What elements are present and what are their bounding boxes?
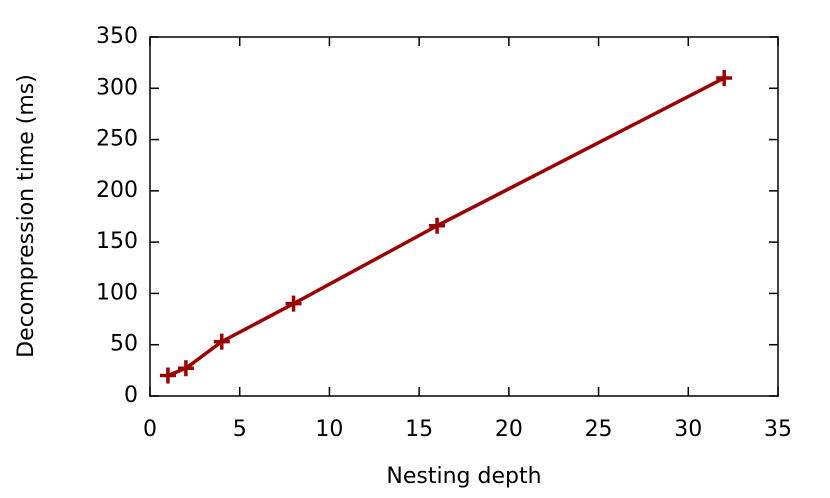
y-axis-label: Decompression time (ms) [14,74,39,358]
data-point [177,360,194,377]
y-tick-label: 100 [96,280,138,305]
x-axis-label: Nesting depth [386,464,541,489]
y-tick-label: 300 [96,75,138,100]
data-point [285,295,302,312]
data-point [716,70,733,87]
x-tick-label: 20 [495,417,523,442]
x-tick-label: 35 [764,417,792,442]
data-point [213,333,230,350]
x-tick-label: 25 [585,417,613,442]
y-tick-label: 50 [110,332,138,357]
x-tick-label: 15 [405,417,433,442]
data-point [159,367,176,384]
y-tick-label: 150 [96,229,138,254]
y-tick-label: 200 [96,178,138,203]
data-line [167,76,725,378]
plot-frame [149,36,779,397]
x-tick-label: 5 [233,417,247,442]
x-tick-label: 10 [315,417,343,442]
x-tick-label: 0 [143,417,157,442]
y-tick-label: 350 [96,24,138,49]
y-tick-label: 0 [124,383,138,408]
y-tick-label: 250 [96,127,138,152]
data-point [429,217,446,234]
x-tick-label: 30 [674,417,702,442]
